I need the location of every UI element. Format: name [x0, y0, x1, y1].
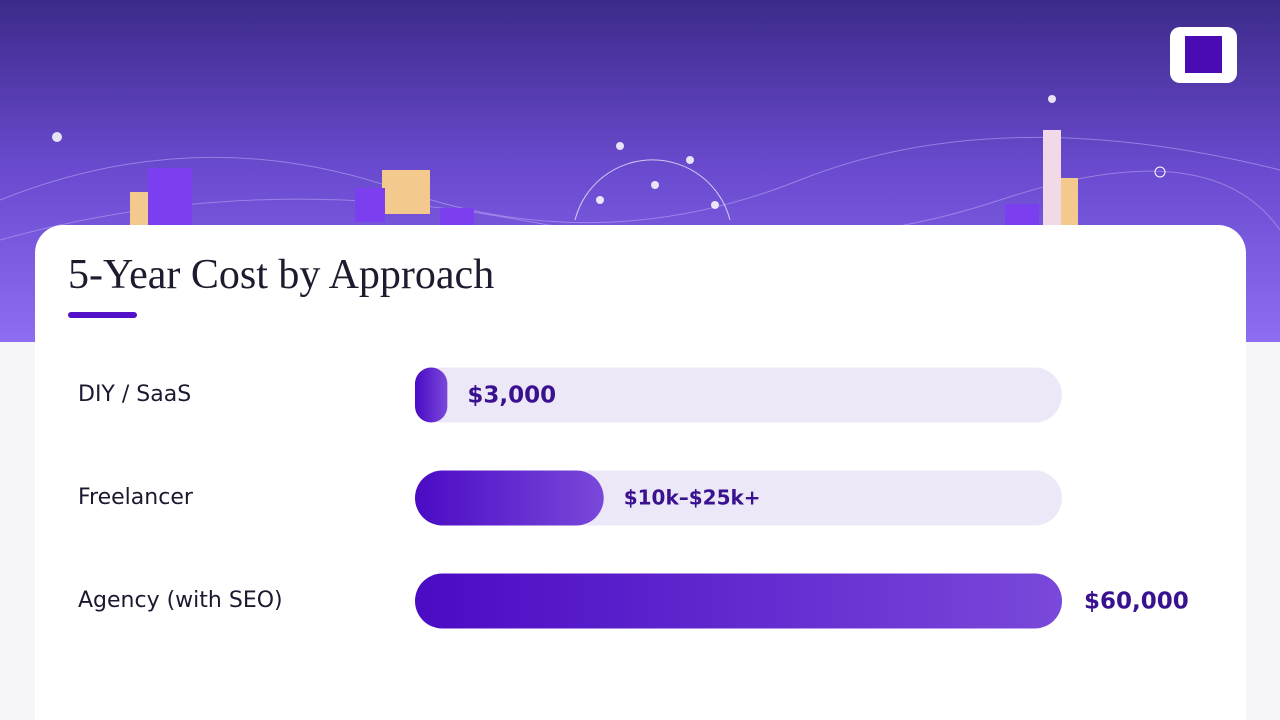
- bar: [415, 470, 604, 526]
- chart-title: 5-Year Cost by Approach: [68, 252, 494, 298]
- bar: [415, 573, 1062, 629]
- logo: [1185, 36, 1222, 73]
- value-label: $10k–$25k+: [624, 486, 761, 510]
- title-underline: [68, 312, 137, 318]
- bar-track: [415, 367, 1062, 423]
- bar: [415, 367, 448, 423]
- value-label: $3,000: [467, 383, 556, 409]
- category-label: DIY / SaaS: [78, 382, 191, 407]
- category-label: Agency (with SEO): [78, 588, 283, 613]
- category-label: Freelancer: [78, 485, 194, 510]
- value-label: $60,000: [1084, 589, 1189, 615]
